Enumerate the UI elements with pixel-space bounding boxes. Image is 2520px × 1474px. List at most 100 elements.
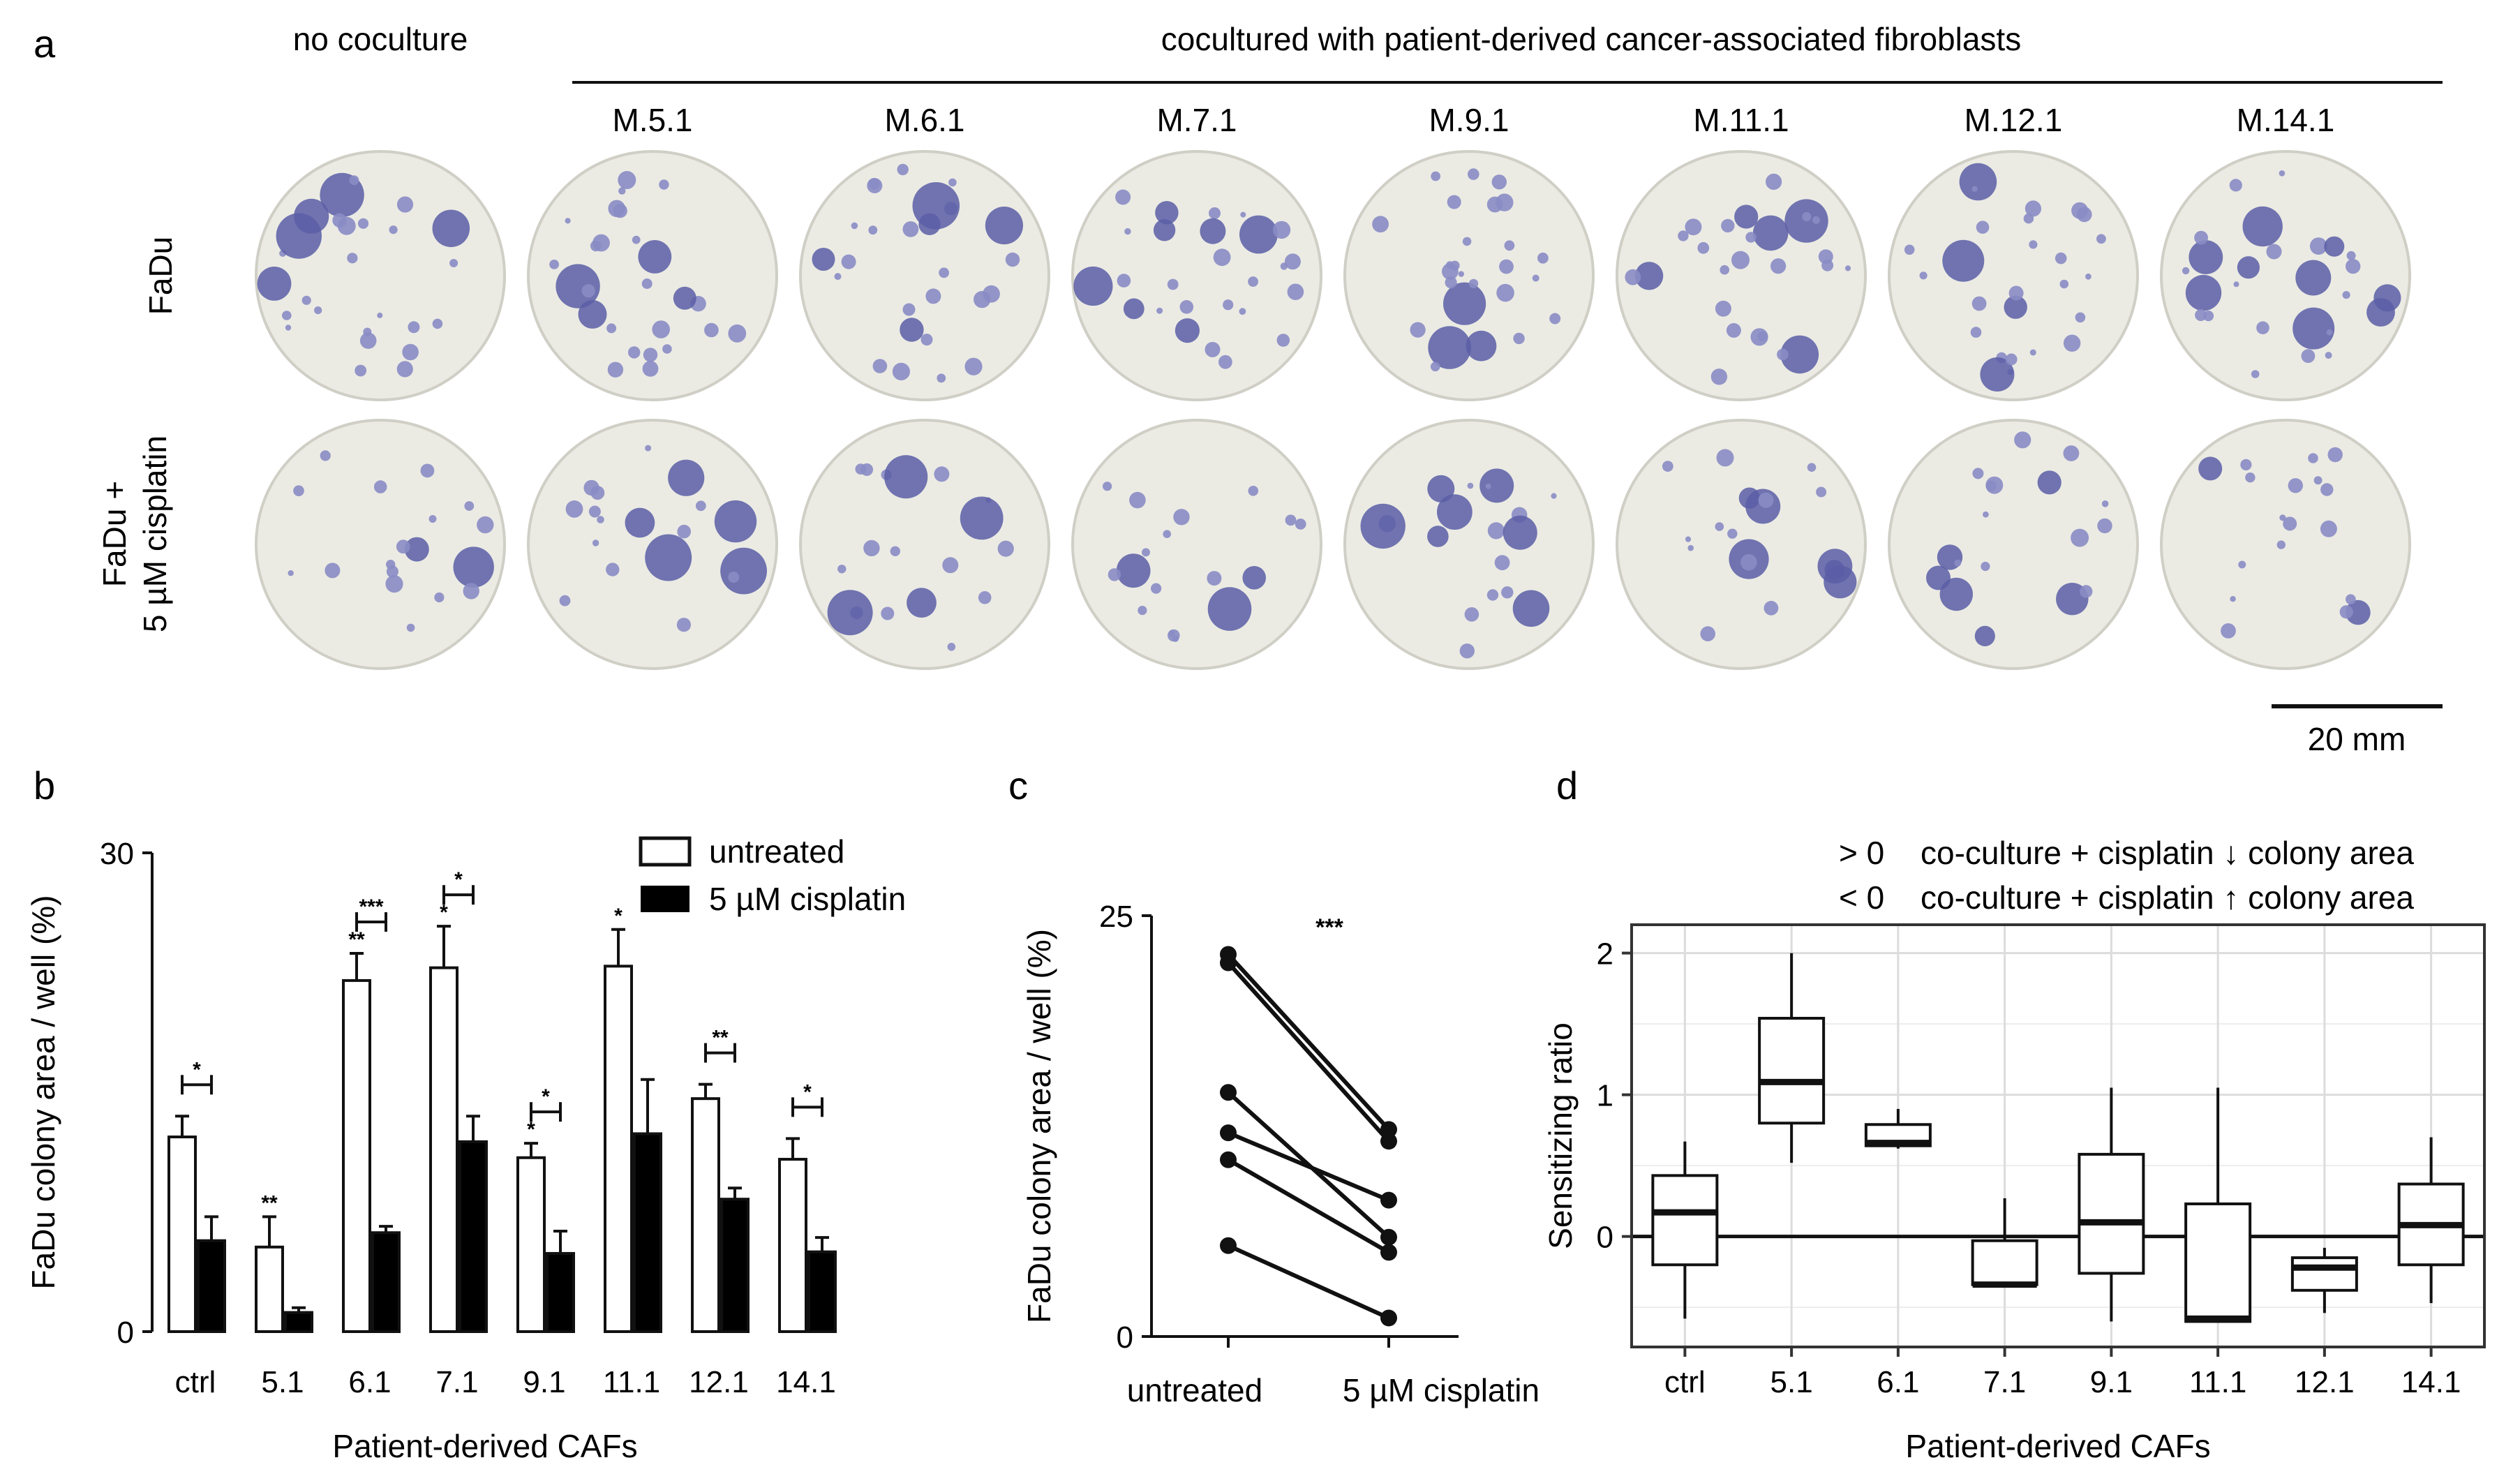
colony xyxy=(868,225,878,235)
colony xyxy=(606,323,617,334)
colony xyxy=(834,273,842,281)
colony xyxy=(1687,544,1694,551)
colony xyxy=(385,575,403,593)
colony xyxy=(2025,200,2041,217)
colony xyxy=(588,505,601,518)
panel-c: c 0 25 FaDu colony area / well (%) untreate… xyxy=(1008,764,1539,1408)
colony xyxy=(892,362,910,381)
y-tick-label: 0 xyxy=(1117,1320,1133,1355)
colony xyxy=(1173,509,1190,526)
data-point xyxy=(1380,1244,1397,1261)
colony xyxy=(900,318,924,342)
colony xyxy=(2346,258,2361,274)
colony xyxy=(396,196,414,213)
colony xyxy=(1715,522,1724,531)
colony xyxy=(937,373,946,383)
bar-cisplatin xyxy=(284,1311,313,1334)
colony xyxy=(1532,274,1539,282)
colony xyxy=(1437,494,1473,530)
colony xyxy=(1983,511,1989,518)
colony xyxy=(1447,195,1461,209)
colony xyxy=(2292,307,2335,350)
colony xyxy=(2301,349,2316,363)
bar-untreated xyxy=(604,965,633,1334)
colony xyxy=(549,260,559,269)
bar-untreated xyxy=(516,1156,546,1333)
colony xyxy=(812,248,835,271)
y-tick-label: 0 xyxy=(117,1316,134,1350)
colony xyxy=(2237,256,2260,279)
colony xyxy=(1466,330,1497,362)
colony xyxy=(2313,476,2323,485)
colony xyxy=(2327,447,2343,463)
colony xyxy=(1959,163,1997,201)
x-tick-label: 6.1 xyxy=(1877,1365,1919,1399)
bar-cisplatin xyxy=(720,1198,750,1333)
colony xyxy=(1285,514,1297,526)
chart-d: 0 1 2 Sensitizing ratio Patient-derived CAFs… xyxy=(1542,923,2486,1464)
colony xyxy=(1459,643,1475,659)
colony xyxy=(2059,279,2069,289)
colony xyxy=(2080,585,2093,598)
column-header: M.9.1 xyxy=(1429,102,1509,138)
colony xyxy=(406,623,415,632)
colony xyxy=(1499,259,1514,274)
colony xyxy=(1410,322,1426,338)
colony xyxy=(606,563,620,576)
paired-line xyxy=(1227,1244,1390,1320)
x-tick-label: 7.1 xyxy=(435,1365,478,1399)
colony xyxy=(939,267,949,278)
colony xyxy=(974,290,991,308)
colony xyxy=(1697,241,1710,254)
colony xyxy=(2063,445,2080,461)
colony xyxy=(556,264,600,308)
colony xyxy=(625,507,655,538)
colony xyxy=(1209,207,1221,219)
colony xyxy=(1738,487,1761,509)
colony xyxy=(851,222,858,230)
colony xyxy=(1458,271,1464,277)
x-tick-label: 12.1 xyxy=(2295,1365,2355,1399)
colony xyxy=(1974,625,1995,647)
bar-untreated xyxy=(342,978,371,1334)
data-point xyxy=(1380,1191,1397,1209)
bar-significance: * xyxy=(614,904,622,928)
colony xyxy=(1242,566,1266,590)
colony xyxy=(728,324,747,343)
colony xyxy=(1777,348,1789,361)
colony xyxy=(1223,299,1234,311)
colony xyxy=(1971,296,1987,311)
data-point xyxy=(1220,1151,1237,1168)
colony xyxy=(2004,295,2027,319)
y-axis-label: Sensitizing ratio xyxy=(1542,1022,1579,1249)
colony xyxy=(1549,313,1561,325)
colony xyxy=(2221,623,2236,639)
colony xyxy=(1551,493,1557,499)
column-header: M.14.1 xyxy=(2237,102,2335,138)
colony xyxy=(396,361,413,378)
bar-cisplatin xyxy=(458,1140,488,1334)
colony xyxy=(1168,630,1175,637)
colony xyxy=(1115,189,1131,205)
colony xyxy=(2288,478,2303,493)
data-point xyxy=(1220,1124,1237,1142)
colony xyxy=(1205,341,1221,357)
colony xyxy=(2346,251,2356,260)
x-tick-label: 14.1 xyxy=(776,1365,836,1399)
colony xyxy=(714,500,757,543)
bar-significance: * xyxy=(440,901,448,924)
colony xyxy=(2037,470,2062,495)
y-tick-label: 2 xyxy=(1597,937,1613,972)
colony xyxy=(837,565,847,574)
colony xyxy=(673,286,696,310)
significance-marker: *** xyxy=(1315,914,1343,941)
colony xyxy=(841,254,856,269)
culture-well xyxy=(255,150,506,401)
colony xyxy=(1939,577,1973,611)
colony xyxy=(359,332,377,349)
column-header: M.7.1 xyxy=(1156,102,1237,138)
colony xyxy=(1443,282,1486,325)
colony xyxy=(386,565,399,578)
colony xyxy=(2085,273,2092,280)
colony xyxy=(293,485,304,496)
